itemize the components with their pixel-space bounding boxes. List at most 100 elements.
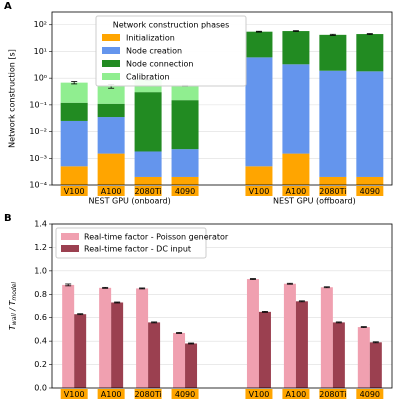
x-tick-label: 2080Ti (319, 390, 346, 399)
panel-label: B (4, 213, 12, 224)
error-bar (261, 310, 268, 313)
error-bar (298, 300, 305, 303)
x-tick-label: 4090 (175, 390, 195, 399)
bar (295, 301, 308, 388)
error-bar (329, 33, 336, 36)
y-tick-label: 10⁻³ (29, 154, 47, 163)
error-bar (114, 301, 121, 304)
x-label-box (97, 389, 125, 399)
x-tick-label: V100 (64, 390, 85, 399)
error-bar (65, 283, 72, 287)
bar-segment (356, 71, 384, 177)
bar (246, 279, 259, 388)
bar-segment (319, 70, 347, 177)
bar-segment (97, 86, 125, 104)
bar (173, 332, 186, 388)
x-label-box (171, 389, 199, 399)
legend-swatch (102, 34, 120, 41)
y-axis-label: Network construction [s] (8, 49, 17, 148)
legend-box (95, 15, 247, 87)
y-tick-label: 10⁰ (34, 74, 47, 83)
bar (369, 342, 382, 388)
bar-segment (60, 120, 88, 167)
bar-segment (60, 82, 88, 103)
bar-segment (134, 176, 162, 185)
y-tick-label: 0.6 (34, 313, 47, 322)
error-bar (249, 278, 256, 280)
bar (111, 302, 124, 388)
error-bar (335, 321, 342, 324)
y-tick-label: 10⁻² (29, 127, 47, 136)
bar-segment (356, 176, 384, 185)
bar (357, 327, 370, 388)
x-tick-label: 4090 (360, 390, 380, 399)
x-label-box (60, 389, 88, 399)
error-bar (323, 286, 330, 289)
x-label-box (171, 186, 199, 196)
bar-segment (171, 85, 199, 101)
bar-segment (245, 57, 273, 167)
x-tick-label: V100 (249, 390, 270, 399)
bar-segment (60, 102, 88, 121)
legend-swatch (102, 73, 120, 80)
y-tick-label: 0.0 (34, 384, 47, 393)
bar-segment (245, 31, 273, 58)
x-tick-label: A100 (286, 187, 307, 196)
bar-segment (356, 34, 384, 72)
legend-swatch (102, 60, 120, 67)
y-tick-label: 0.8 (34, 290, 47, 299)
x-label-box (134, 389, 162, 399)
bar-segment (171, 176, 199, 185)
bar-segment (97, 117, 125, 154)
bar (283, 283, 296, 388)
bar-segment (60, 166, 88, 185)
bar-segment (282, 31, 310, 65)
x-label-box (356, 389, 384, 399)
error-bar (255, 30, 262, 33)
error-bar (102, 286, 109, 289)
y-tick-label: 1.2 (34, 243, 47, 252)
x-label-box (319, 389, 347, 399)
x-label-box (60, 186, 88, 196)
error-bar (188, 342, 195, 345)
bar (320, 287, 333, 388)
bar (185, 343, 198, 388)
bar-segment (171, 149, 199, 177)
x-label-box (245, 389, 273, 399)
bar-segment (134, 151, 162, 177)
y-tick-label: 10⁻¹ (29, 100, 47, 109)
legend-box (55, 227, 207, 259)
legend-label: Initialization (126, 34, 175, 43)
bar (62, 284, 75, 388)
legend-label: Calibration (126, 73, 170, 82)
group-label: NEST GPU (onboard) (88, 197, 170, 206)
x-tick-label: 4090 (360, 187, 380, 196)
plot-frame (51, 223, 393, 389)
bar-segment (245, 166, 273, 185)
bar (99, 287, 112, 388)
error-bar (372, 341, 379, 344)
bar (258, 311, 271, 388)
error-bar (139, 287, 146, 290)
error-bar (77, 313, 84, 316)
bar-segment (282, 153, 310, 185)
x-tick-label: A100 (101, 187, 122, 196)
error-bar (292, 30, 299, 32)
error-bar (360, 326, 367, 328)
bar-segment (282, 64, 310, 154)
error-bar (286, 282, 293, 285)
bar-segment (171, 100, 199, 150)
x-tick-label: A100 (286, 390, 307, 399)
y-tick-label: 10² (34, 20, 47, 29)
legend-label: Node connection (126, 60, 194, 69)
error-bar (71, 81, 78, 85)
bar-segment (319, 34, 347, 71)
bar (74, 314, 87, 388)
bar (332, 322, 345, 388)
y-axis-label-part: wall (11, 313, 18, 325)
group-label: NEST GPU (offboard) (273, 197, 356, 206)
x-label-box (282, 186, 310, 196)
y-axis-label-part: model (11, 282, 18, 301)
x-label-box (319, 186, 347, 196)
bar-segment (97, 103, 125, 118)
